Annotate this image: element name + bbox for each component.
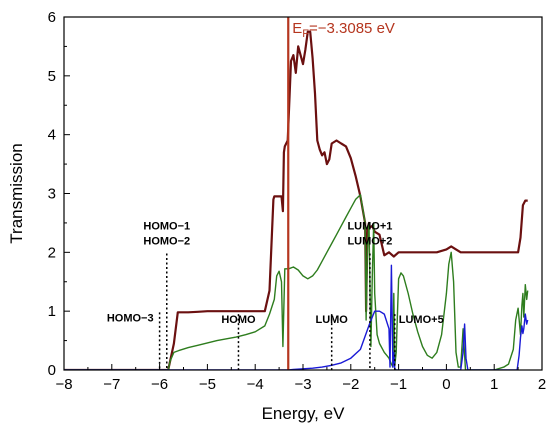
y-tick-label: 6	[48, 9, 56, 26]
series-line-2	[64, 193, 529, 370]
x-tick-label: −1	[390, 376, 407, 393]
x-tick-label: −2	[342, 376, 359, 393]
orbital-label: LUMO+1	[347, 221, 392, 233]
orbital-label: LUMO	[315, 314, 348, 326]
x-tick-label: −5	[199, 376, 216, 393]
x-tick-label: −8	[55, 376, 72, 393]
x-tick-label: −3	[294, 376, 311, 393]
series-line-1	[64, 30, 528, 370]
orbital-label: LUMO+2	[347, 236, 392, 248]
orbital-label: HOMO−1	[143, 221, 190, 233]
axis-ticks: −8 −7 −6 −5 −4 −3 −2 −1 0 1 2 0 1 2 3 4 5 6	[48, 9, 547, 393]
fermi-label-value: =−3.3085 eV	[309, 20, 395, 37]
y-tick-label: 5	[48, 68, 56, 85]
fermi-level-label: EF=−3.3085 eV	[292, 20, 395, 40]
orbital-label: HOMO	[221, 314, 256, 326]
orbital-label: HOMO−2	[143, 236, 190, 248]
plot-area: HOMO−3 HOMO−1 HOMO−2 HOMO LUMO LUMO+1 LUMO+2 LU…	[64, 17, 529, 370]
fermi-label-sub: F	[302, 28, 309, 40]
orbital-label: HOMO−3	[107, 312, 154, 324]
x-tick-label: 2	[538, 376, 546, 393]
x-tick-label: 0	[442, 376, 450, 393]
y-tick-label: 4	[48, 127, 56, 144]
x-tick-label: 1	[490, 376, 498, 393]
y-tick-label: 0	[48, 362, 56, 379]
y-tick-label: 2	[48, 244, 56, 261]
y-axis-label: Transmission	[7, 143, 26, 243]
x-tick-label: −7	[103, 376, 120, 393]
series-line-3	[64, 264, 529, 370]
x-tick-label: −6	[151, 376, 168, 393]
y-tick-label: 1	[48, 303, 56, 320]
x-axis-label: Energy, eV	[262, 404, 346, 423]
x-tick-label: −4	[247, 376, 264, 393]
orbital-label: LUMO+5	[399, 314, 444, 326]
y-tick-label: 3	[48, 186, 56, 203]
fermi-label-main: E	[292, 20, 302, 37]
